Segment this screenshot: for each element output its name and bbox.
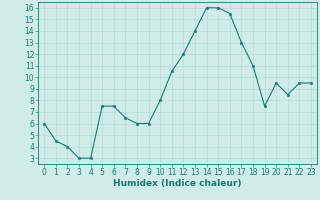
X-axis label: Humidex (Indice chaleur): Humidex (Indice chaleur)	[113, 179, 242, 188]
